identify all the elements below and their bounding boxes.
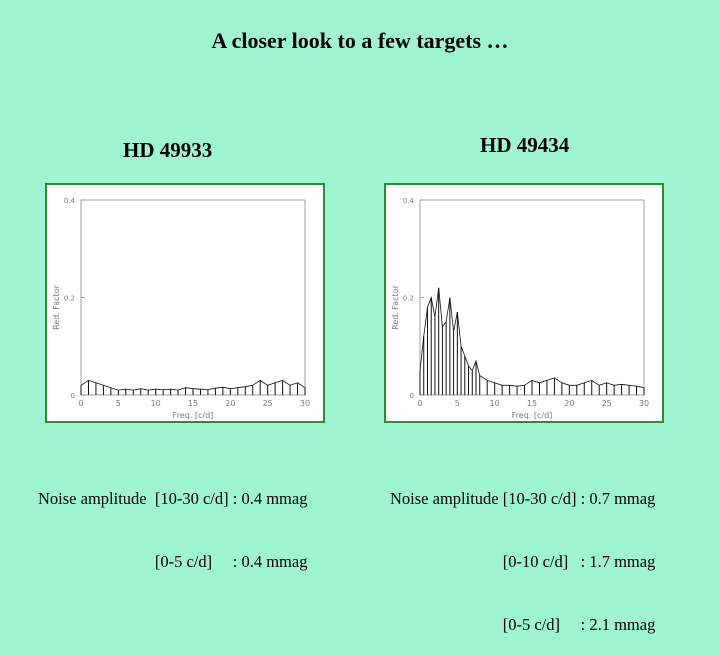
y-tick-label: 0.4 [403, 197, 415, 205]
x-tick-label: 0 [78, 399, 83, 408]
noise-amplitude-hd49933: Noise amplitude [10-30 c/d] : 0.4 mmag [… [38, 446, 307, 593]
y-axis-label: Red. Factor [52, 284, 61, 329]
y-tick-label: 0.2 [403, 295, 414, 303]
plot-frame [80, 199, 306, 396]
x-tick-label: 25 [602, 399, 612, 408]
x-tick-label: 20 [564, 399, 574, 408]
target-name-hd49933: HD 49933 [123, 138, 213, 162]
x-tick-label: 25 [263, 399, 273, 408]
spectrum-line [419, 287, 645, 389]
x-tick-label: 10 [490, 399, 500, 408]
x-tick-label: 5 [116, 399, 121, 408]
y-tick-label: 0.2 [64, 295, 75, 303]
y-tick-label: 0 [410, 392, 414, 400]
target-name-hd49434: HD 49434 [480, 133, 570, 157]
x-axis-label: Freq. [c/d] [512, 411, 553, 420]
x-tick-label: 30 [639, 399, 649, 408]
x-axis-label: Freq. [c/d] [173, 411, 214, 420]
noise-line: Noise amplitude [10-30 c/d] : 0.4 mmag [38, 489, 308, 508]
noise-line: [0-10 c/d] : 1.7 mmag [502, 552, 656, 571]
noise-line: Noise amplitude [10-30 c/d] : 0.7 mmag [390, 489, 656, 508]
chart-hd49434: 0 5 10 15 20 25 30 0 0.2 0.4 Freq. [c/d] Red. Facto… [391, 197, 649, 420]
spectrum-line [80, 379, 306, 391]
x-tick-label: 15 [527, 399, 537, 408]
x-tick-label: 10 [151, 399, 161, 408]
noise-line: [0-5 c/d] : 2.1 mmag [502, 615, 656, 634]
x-tick-label: 15 [188, 399, 198, 408]
chart-panel-hd49434: 0 5 10 15 20 25 30 0 0.2 0.4 Freq. [c/d] Red. Facto… [384, 183, 664, 423]
x-tick-label: 20 [225, 399, 235, 408]
noise-line: [0-5 c/d] : 0.4 mmag [154, 552, 308, 571]
chart-hd49933: 0 5 10 15 20 25 30 0 0.2 0.4 Freq. [c/d] Red. Facto… [52, 197, 310, 420]
noise-amplitude-hd49434: Noise amplitude [10-30 c/d] : 0.7 mmag [… [390, 446, 655, 656]
slide-title: A closer look to a few targets … [211, 28, 509, 53]
y-tick-label: 0.4 [64, 197, 76, 205]
x-tick-label: 5 [455, 399, 460, 408]
x-tick-label: 30 [300, 399, 310, 408]
x-tick-label: 0 [417, 399, 422, 408]
chart-panel-hd49933: 0 5 10 15 20 25 30 0 0.2 0.4 Freq. [c/d] Red. Facto… [45, 183, 325, 423]
y-tick-label: 0 [71, 392, 75, 400]
y-axis-label: Red. Factor [391, 284, 400, 329]
